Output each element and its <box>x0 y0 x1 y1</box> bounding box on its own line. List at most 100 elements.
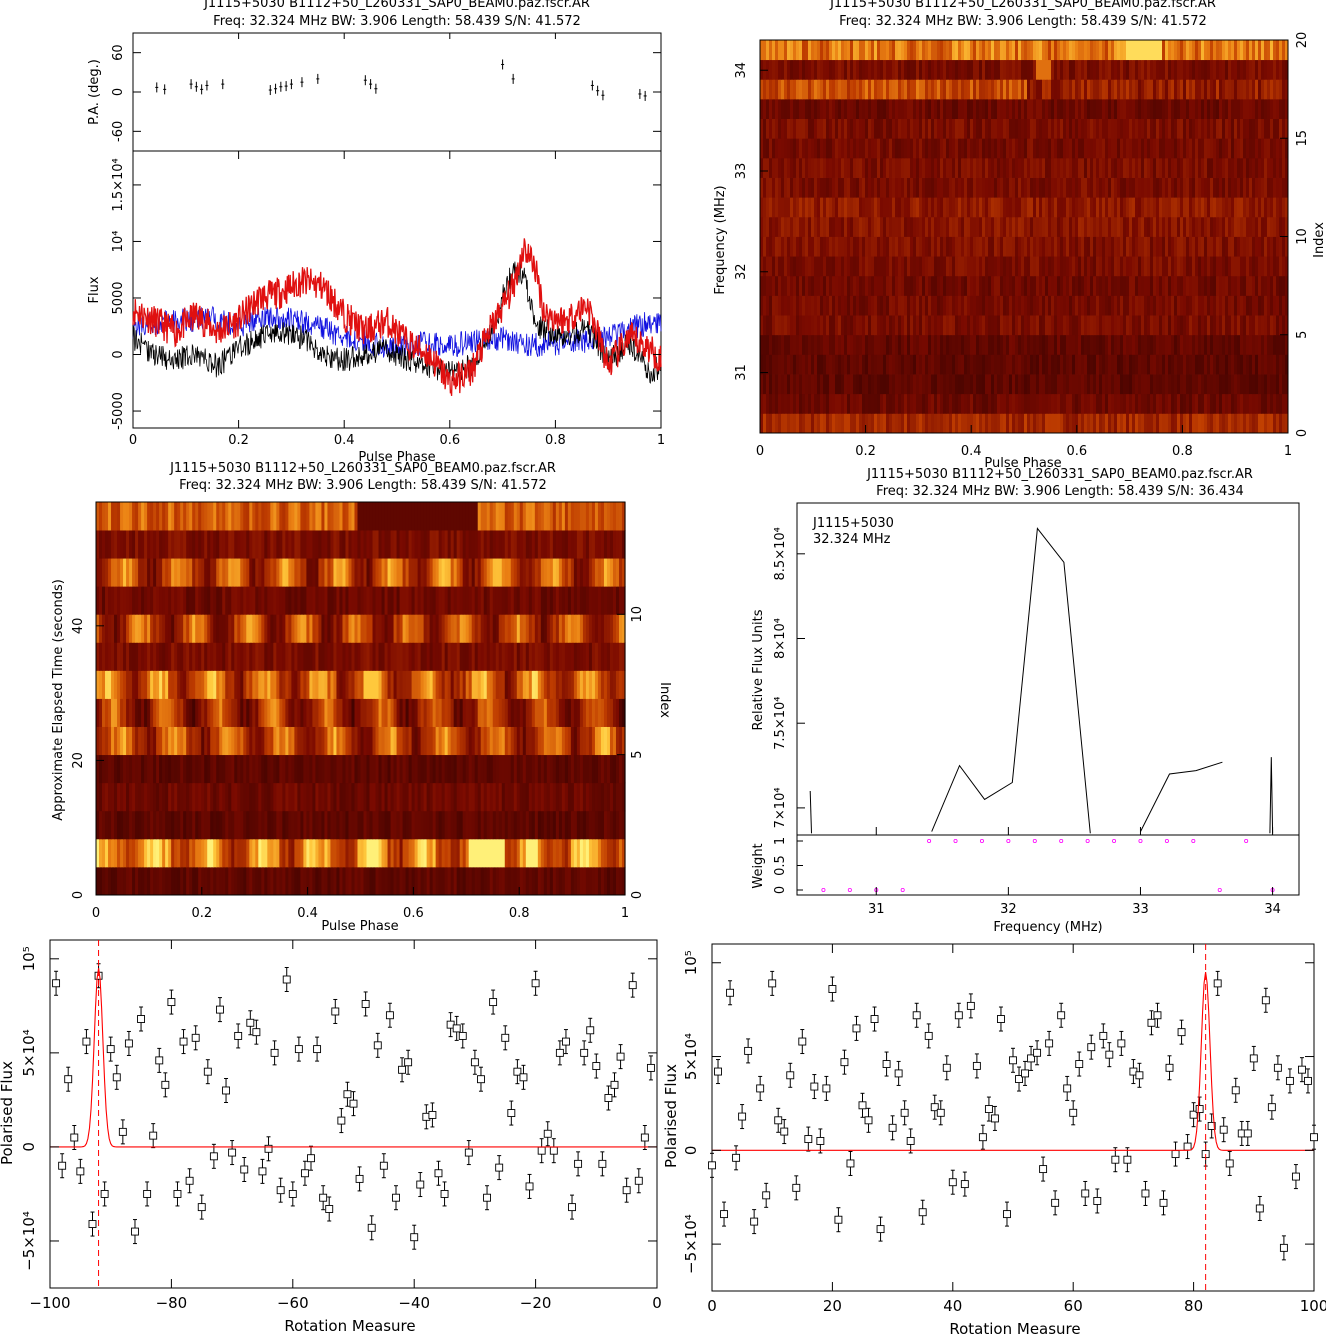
heatmap-cell <box>309 670 314 699</box>
heatmap-cell <box>1153 216 1157 237</box>
heatmap-cell <box>1156 334 1160 355</box>
heatmap-cell <box>228 838 232 868</box>
heatmap-cell <box>1258 354 1262 375</box>
heatmap-cell <box>823 138 827 159</box>
heatmap-cell <box>459 782 464 812</box>
heatmap-cell <box>1069 79 1073 100</box>
heatmap-cell <box>594 726 599 756</box>
heatmap-cell <box>1258 374 1262 395</box>
heatmap-cell <box>1273 40 1277 61</box>
heatmap-cell <box>1105 177 1109 198</box>
heatmap-cell <box>321 726 326 756</box>
heatmap-cell <box>835 374 839 395</box>
heatmap-cell <box>405 754 410 784</box>
heatmap-cell <box>943 256 947 277</box>
heatmap-cell <box>1282 275 1286 296</box>
heatmap-cell <box>1198 40 1202 61</box>
heatmap-cell <box>994 374 998 395</box>
heatmap-cell <box>826 138 830 159</box>
heatmap-cell <box>973 354 977 375</box>
heatmap-cell <box>1126 79 1130 100</box>
heatmap-cell <box>1222 256 1226 277</box>
heatmap-cell <box>958 393 962 414</box>
heatmap-cell <box>603 726 608 756</box>
heatmap-cell <box>138 698 142 727</box>
heatmap-cell <box>153 670 157 699</box>
x-tick-label: 0.4 <box>334 433 355 448</box>
heatmap-cell <box>165 838 169 868</box>
heatmap-cell <box>1159 79 1163 100</box>
heatmap-cell <box>102 782 106 812</box>
heatmap-cell <box>1093 236 1097 257</box>
heatmap-cell <box>132 754 136 784</box>
heatmap-cell <box>276 782 280 812</box>
heatmap-cell <box>1282 256 1286 277</box>
heatmap-cell <box>904 138 908 159</box>
heatmap-cell <box>859 256 863 277</box>
heatmap-cell <box>1255 138 1259 159</box>
heatmap-cell <box>799 334 803 355</box>
heatmap-cell <box>198 726 202 756</box>
heatmap-cell <box>1237 216 1241 237</box>
heatmap-cell <box>796 197 800 218</box>
heatmap-cell <box>204 810 208 840</box>
heatmap-cell <box>1228 236 1232 257</box>
y-tick-label: 0 <box>111 88 126 96</box>
heatmap-cell <box>1279 334 1283 355</box>
heatmap-cell <box>1063 98 1067 119</box>
heatmap-cell <box>432 754 437 784</box>
heatmap-cell <box>829 236 833 257</box>
heatmap-cell <box>1276 354 1280 375</box>
heatmap-cell <box>1003 197 1007 218</box>
heatmap-cell <box>1207 177 1211 198</box>
heatmap-cell <box>943 315 947 336</box>
heatmap-cell <box>835 197 839 218</box>
heatmap-cell <box>946 138 950 159</box>
heatmap-cell <box>958 59 962 80</box>
heatmap-cell <box>222 670 226 699</box>
heatmap-cell <box>1219 413 1223 433</box>
heatmap-cell <box>1204 197 1208 218</box>
heatmap-cell <box>931 157 935 178</box>
heatmap-cell <box>1090 295 1094 316</box>
heatmap-cell <box>808 374 812 395</box>
heatmap-cell <box>1048 374 1052 395</box>
heatmap-cell <box>817 295 821 316</box>
heatmap-cell <box>826 393 830 414</box>
heatmap-cell <box>1222 138 1226 159</box>
heatmap-cell <box>579 838 584 868</box>
heatmap-cell <box>1276 256 1280 277</box>
heatmap-cell <box>1213 157 1217 178</box>
heatmap-cell <box>979 138 983 159</box>
heatmap-cell <box>321 866 326 896</box>
heatmap-cell <box>1078 197 1082 218</box>
heatmap-cell <box>763 40 767 61</box>
heatmap-cell <box>1141 275 1145 296</box>
heatmap-cell <box>1120 413 1124 433</box>
heatmap-cell <box>522 810 527 840</box>
heatmap-cell <box>1039 177 1043 198</box>
heatmap-cell <box>1072 59 1076 80</box>
heatmap-cell <box>171 866 175 896</box>
heatmap-cell <box>180 698 184 727</box>
heatmap-cell <box>567 698 572 727</box>
heatmap-cell <box>567 810 572 840</box>
heatmap-cell <box>1057 157 1061 178</box>
heatmap-cell <box>883 118 887 139</box>
heatmap-cell <box>1051 79 1055 100</box>
heatmap-cell <box>898 413 902 433</box>
heatmap-cell <box>1252 197 1256 218</box>
heatmap-cell <box>1084 98 1088 119</box>
heatmap-cell <box>174 754 178 784</box>
heatmap-cell <box>594 866 599 896</box>
heatmap-cell <box>1057 374 1061 395</box>
heatmap-cell <box>826 315 830 336</box>
heatmap-cell <box>769 177 773 198</box>
heatmap-cell <box>594 810 599 840</box>
fp-xlabel: Pulse Phase <box>984 456 1061 471</box>
heatmap-cell <box>423 698 428 727</box>
heatmap-cell <box>832 236 836 257</box>
heatmap-cell <box>174 782 178 812</box>
heatmap-cell <box>781 216 785 237</box>
heatmap-cell <box>426 726 431 756</box>
